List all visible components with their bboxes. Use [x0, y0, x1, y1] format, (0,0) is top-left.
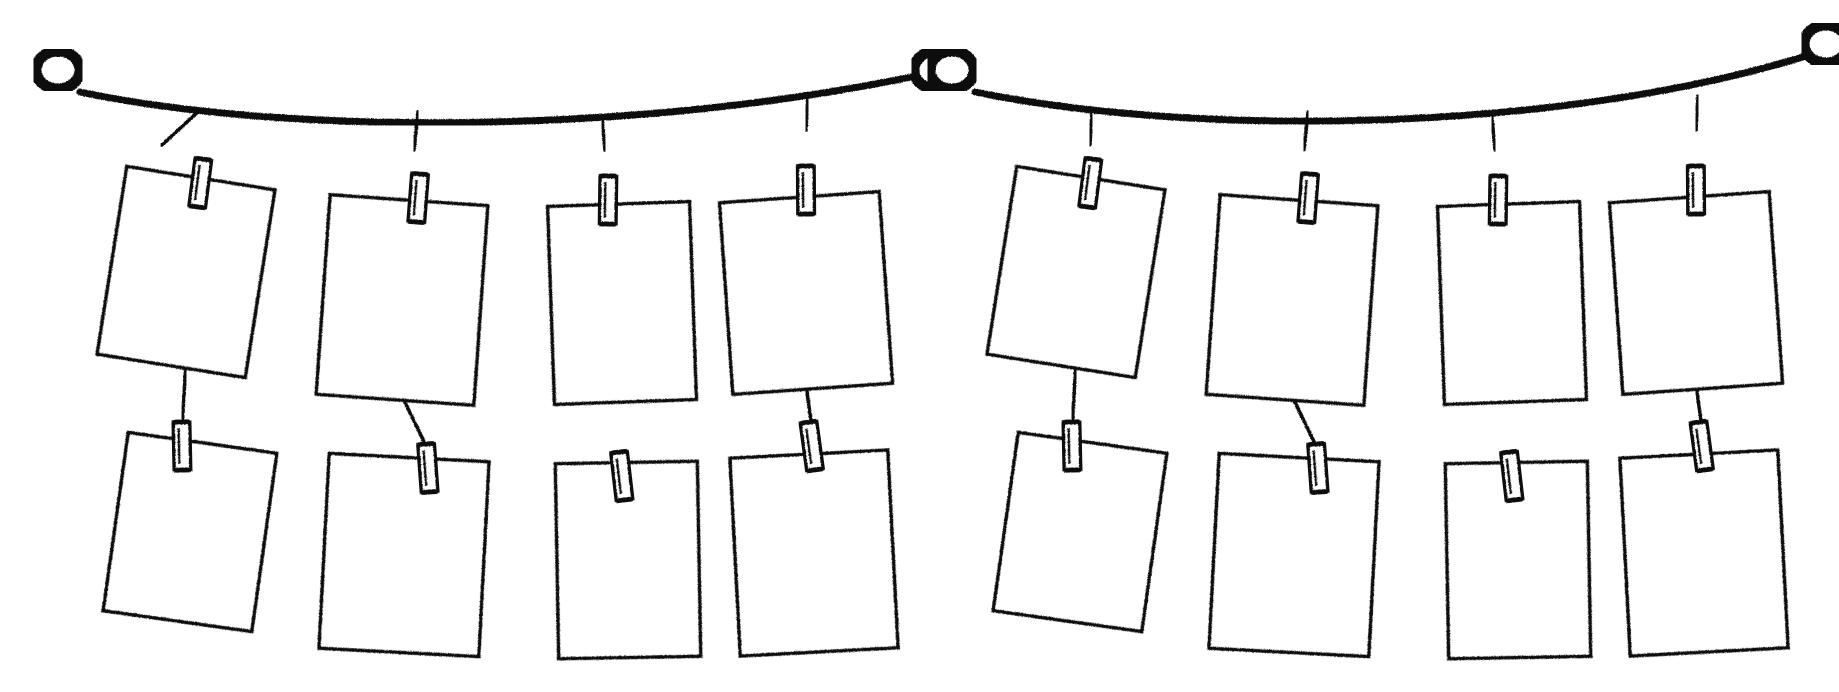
garland-1-column-1-frame-1 [97, 166, 275, 377]
garland-1-column-2-frame-2 [319, 453, 489, 656]
garland-2-column-2-frame-1-clothespin [1297, 173, 1319, 222]
garland-2-column-2-frame-2-clothespin [1307, 443, 1328, 492]
garland-2-column-2-frame-1 [1206, 195, 1378, 406]
garland-1-nail-1 [36, 51, 80, 89]
garland-1-column-1-link-cord [182, 363, 186, 428]
garland-2-column-1-frame-2-clothespin [1062, 422, 1081, 470]
garland-1-column-3-frame-1-clothespin [599, 176, 618, 224]
garland-2-column-2-frame-2 [1209, 453, 1379, 656]
garland-1-column-2-frame-1 [316, 195, 488, 406]
garland-2-column-4-frame-2 [1620, 450, 1788, 656]
garland-1-column-3-frame-1 [548, 202, 697, 405]
garland-2-column-1-frame-1 [987, 166, 1165, 377]
garland-2-column-4-cord [1696, 96, 1698, 130]
garland-1-column-2-cord [414, 112, 418, 150]
garland-1-column-1-frame-2-clothespin [172, 422, 191, 470]
garland-1-column-1-frame-1-clothespin [188, 158, 212, 208]
garland-2-column-1-frame-1-clothespin [1078, 158, 1102, 208]
garland-2-column-4-frame-1-clothespin [1687, 166, 1705, 214]
garland-1-column-2-frame-2-clothespin [417, 443, 438, 492]
garland-2-nail-2 [1804, 25, 1839, 63]
garland-1-column-2-frame-1-clothespin [407, 173, 429, 222]
frames-layer [97, 158, 1788, 659]
garland-1-column-4-frame-2-clothespin [800, 421, 824, 471]
garland-2-column-3-cord [1492, 118, 1495, 150]
garland-2-string [975, 56, 1806, 121]
garland-1-column-4-frame-1 [719, 192, 892, 395]
garland-1-column-4-frame-2 [730, 450, 898, 656]
garland-2-column-1-link-cord [1072, 363, 1076, 428]
garland-2-column-4-frame-1 [1609, 192, 1782, 395]
garland-2-column-3-frame-2-clothespin [1500, 451, 1523, 501]
garland-1-column-1-cord [162, 110, 200, 145]
garland-2-column-3-frame-1-clothespin [1489, 176, 1508, 224]
garland-1-string [80, 76, 916, 123]
garland-2-column-3-frame-1 [1438, 202, 1587, 405]
garland-2-nail-1 [930, 51, 974, 89]
nails-layer [36, 25, 1839, 89]
garland-1-column-3-frame-2-clothespin [610, 451, 633, 501]
garland-1-column-4-cord [806, 96, 808, 130]
garland-1-column-3-cord [602, 118, 605, 150]
garland-2-column-4-frame-2-clothespin [1690, 421, 1714, 471]
garland-1-column-4-frame-1-clothespin [797, 166, 815, 214]
garland-2-column-1-cord [1090, 110, 1092, 145]
